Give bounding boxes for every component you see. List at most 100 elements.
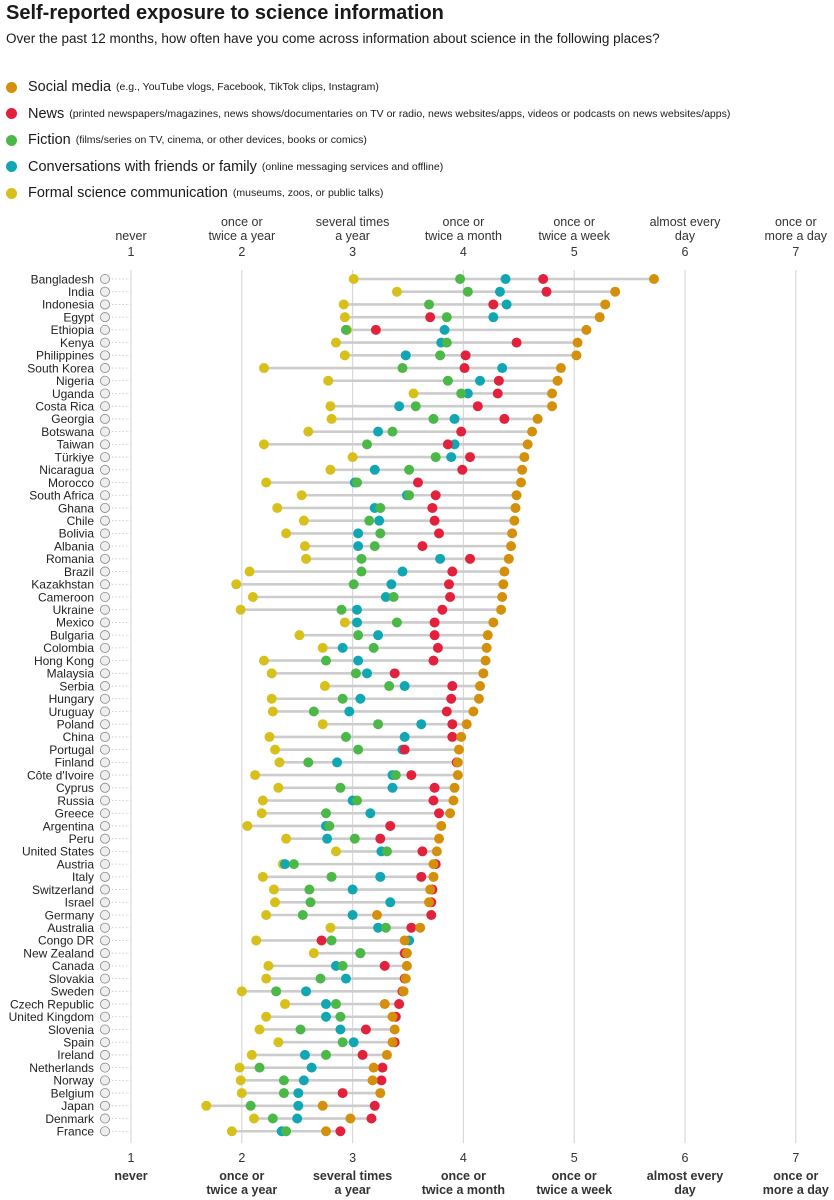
data-point — [257, 871, 268, 882]
legend-label: Formal science communication — [28, 185, 228, 202]
data-point — [247, 592, 258, 602]
data-point — [297, 910, 308, 920]
data-point — [306, 1062, 317, 1073]
country-label: India — [68, 285, 94, 299]
data-point — [264, 731, 275, 742]
data-point — [434, 833, 445, 844]
data-point — [278, 1088, 289, 1099]
data-point — [348, 579, 359, 590]
data-point — [398, 986, 409, 997]
flag-icon — [100, 795, 111, 806]
data-point — [356, 553, 367, 564]
country-label: Greece — [55, 807, 95, 821]
data-point — [424, 299, 435, 310]
data-point — [298, 1075, 309, 1086]
data-point — [475, 681, 486, 692]
country-label: Hungary — [49, 692, 94, 706]
data-point — [330, 846, 341, 857]
data-point — [399, 731, 410, 742]
flag-icon — [100, 452, 111, 463]
data-point — [299, 1049, 310, 1060]
data-point — [446, 693, 457, 704]
flag-icon — [100, 426, 111, 437]
data-point — [280, 859, 291, 870]
data-point — [460, 350, 471, 361]
data-point — [337, 960, 348, 971]
flag-icon — [100, 642, 111, 653]
country-label: Russia — [57, 794, 94, 808]
data-point — [335, 1011, 346, 1022]
data-point — [360, 1024, 371, 1035]
data-point — [379, 999, 390, 1010]
data-point — [280, 999, 291, 1010]
country-label: France — [57, 1125, 95, 1139]
data-point — [325, 464, 336, 475]
data-point — [340, 731, 351, 742]
data-point — [345, 1113, 356, 1124]
data-point — [498, 579, 509, 590]
data-point — [369, 1100, 380, 1111]
country-label: Ireland — [57, 1048, 94, 1062]
data-point — [373, 630, 384, 641]
data-point — [258, 655, 269, 666]
data-point — [242, 820, 253, 831]
data-point — [317, 719, 328, 730]
country-label: South Korea — [27, 361, 94, 375]
flag-icon — [100, 1037, 111, 1048]
x-axis-top-label: once or — [221, 215, 263, 229]
data-point — [303, 757, 314, 768]
data-point — [355, 948, 366, 959]
data-point — [445, 592, 456, 602]
data-point — [541, 286, 552, 297]
flag-icon — [100, 515, 111, 526]
data-point — [288, 859, 299, 870]
data-point — [271, 986, 282, 997]
data-point — [547, 388, 558, 399]
country-label: Italy — [72, 870, 94, 884]
data-point — [429, 617, 440, 628]
flag-icon — [100, 388, 111, 399]
country-label: United Kingdom — [9, 1010, 94, 1024]
data-point — [235, 1075, 246, 1086]
data-point — [226, 1126, 237, 1137]
data-point — [246, 1049, 257, 1060]
data-point — [352, 477, 363, 488]
data-point — [367, 1075, 378, 1086]
country-label: Belgium — [51, 1086, 94, 1100]
data-point — [425, 884, 436, 895]
flag-icon — [100, 528, 111, 539]
data-point — [357, 1049, 368, 1060]
data-point — [373, 719, 384, 730]
data-point — [380, 592, 391, 602]
flag-icon — [100, 922, 111, 933]
data-point — [352, 617, 363, 628]
data-point — [321, 808, 332, 819]
country-label: Türkiye — [55, 450, 95, 464]
data-point — [492, 388, 503, 399]
data-point — [441, 337, 452, 348]
data-point — [399, 744, 410, 755]
data-point — [234, 1062, 245, 1073]
data-point — [324, 820, 335, 831]
data-point — [435, 553, 446, 564]
legend-label: Fiction — [28, 132, 71, 149]
country-label: New Zealand — [23, 946, 94, 960]
flag-icon — [100, 871, 111, 882]
data-point — [447, 681, 458, 692]
flag-icon — [100, 744, 111, 755]
data-point — [301, 986, 312, 997]
data-point — [281, 528, 292, 539]
flag-icon — [100, 782, 111, 793]
legend-item-news: News (printed newspapers/magazines, news… — [6, 101, 730, 128]
data-point — [394, 401, 405, 412]
data-point — [293, 1088, 304, 1099]
data-point — [321, 999, 332, 1010]
data-point — [377, 1062, 388, 1073]
legend-label: Conversations with friends or family — [28, 158, 257, 175]
data-point — [425, 312, 436, 323]
country-label: Nicaragua — [39, 463, 94, 477]
data-point — [369, 464, 380, 475]
country-label: Ukraine — [53, 603, 95, 617]
data-point — [581, 324, 592, 335]
data-point — [258, 439, 269, 450]
